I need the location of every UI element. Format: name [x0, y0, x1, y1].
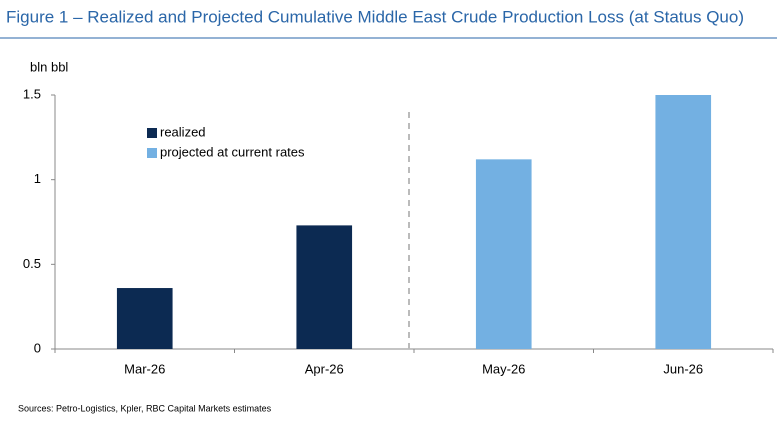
source-note: Sources: Petro-Logistics, Kpler, RBC Cap…	[18, 403, 272, 413]
x-tick-label: Mar-26	[124, 361, 165, 376]
y-axis-label: bln bbl	[30, 59, 68, 74]
y-tick-label: 1.5	[23, 86, 41, 101]
x-tick-label: Apr-26	[305, 361, 344, 376]
bar	[296, 225, 353, 349]
bar	[116, 288, 173, 349]
x-tick-label: May-26	[482, 361, 525, 376]
x-tick-label: Jun-26	[663, 361, 703, 376]
y-tick-label: 1	[34, 171, 41, 186]
legend-swatch	[147, 128, 157, 138]
legend-swatch	[147, 148, 157, 158]
bar	[655, 95, 712, 349]
legend-label: projected at current rates	[160, 144, 305, 159]
y-tick-label: 0.5	[23, 256, 41, 271]
bar	[475, 159, 532, 349]
chart-title: Figure 1 – Realized and Projected Cumula…	[6, 7, 744, 26]
y-tick-label: 0	[34, 340, 41, 355]
legend-label: realized	[160, 124, 206, 139]
